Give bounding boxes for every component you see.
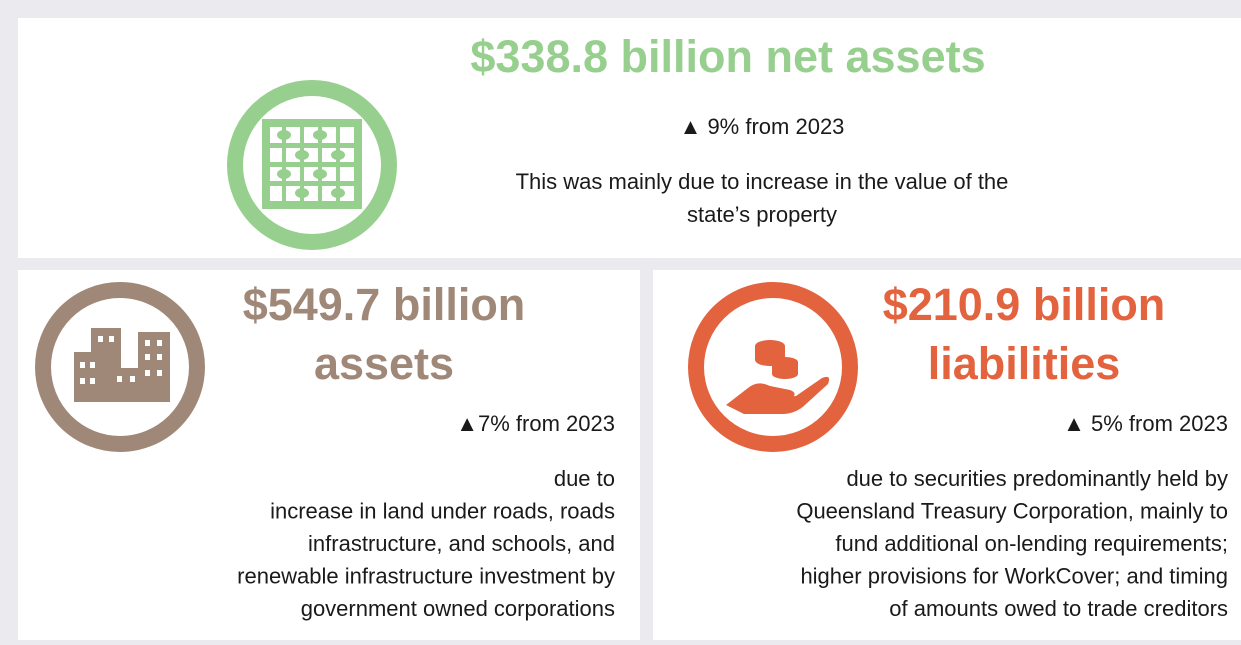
liabilities-title: liabilities [928,338,1121,389]
liabilities-description: higher provisions for WorkCover; and tim… [800,563,1228,588]
liabilities-title: $210.9 billion [883,279,1166,330]
liabilities-description: of amounts owed to trade creditors [889,596,1228,621]
assets-description: renewable infrastructure investment by [237,563,615,588]
assets-panel [18,270,640,640]
hand-coins-icon [688,282,858,452]
net-assets-description: This was mainly due to increase in the v… [516,169,1009,194]
net-assets-change: ▲ 9% from 2023 [680,114,845,139]
net-assets-title: $338.8 billion net assets [470,31,985,82]
liabilities-description: fund additional on-lending requirements; [835,531,1228,556]
abacus-icon [227,80,397,250]
net-assets-panel [18,18,1241,258]
assets-description: government owned corporations [301,596,615,621]
liabilities-description: Queensland Treasury Corporation, mainly … [796,498,1228,523]
liabilities-description: due to securities predominantly held by [846,466,1228,491]
assets-title: assets [314,338,454,389]
liabilities-panel [653,270,1241,640]
assets-description: increase in land under roads, roads [270,498,615,523]
liabilities-change: ▲ 5% from 2023 [1063,411,1228,436]
assets-change: ▲7% from 2023 [456,411,615,436]
assets-title: $549.7 billion [243,279,526,330]
assets-description: due to [554,466,615,491]
assets-description: infrastructure, and schools, and [308,531,615,556]
buildings-icon [35,282,205,452]
net-assets-description: state’s property [687,202,837,227]
